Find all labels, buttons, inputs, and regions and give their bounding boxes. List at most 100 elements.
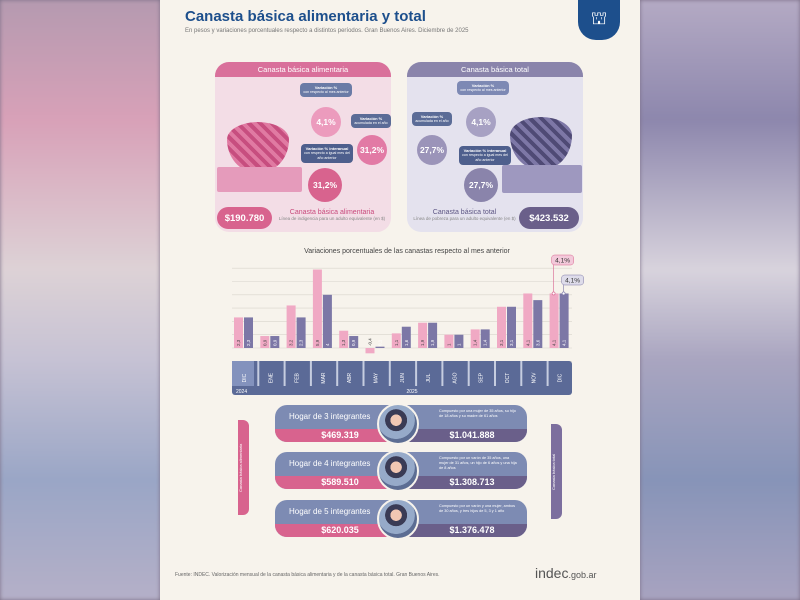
bar-cbt xyxy=(559,293,569,348)
cbt-monthly-value: 4,1% xyxy=(466,107,496,137)
household-name: Hogar de 3 integrantes xyxy=(289,412,371,421)
household-description: Compuesto por un varón de 35 años, una m… xyxy=(439,456,517,470)
bar-cbt xyxy=(401,326,411,348)
bar-value-label: 1,4 xyxy=(483,339,488,346)
month-label: ABR xyxy=(347,372,353,383)
month-label: SEP xyxy=(479,372,485,383)
bar-value-label: 1 xyxy=(456,343,461,346)
bar-cba xyxy=(260,336,270,348)
bar-cba xyxy=(549,293,559,348)
bar-value-label: -0,4 xyxy=(368,338,373,346)
monthly-variation-chart: Variaciones porcentuales de las canastas… xyxy=(232,245,584,397)
bar-cba xyxy=(444,334,454,348)
cba-cumulative-tag: Variación % acumulada en el año xyxy=(351,114,391,128)
month-label: ENE xyxy=(268,372,274,383)
cba-monthly-value: 4,1% xyxy=(311,107,341,137)
household-cba-price: $620.035 xyxy=(275,524,405,537)
basket-logo-icon: ⛫ xyxy=(578,0,620,40)
basket-base xyxy=(502,165,582,193)
bar-cba xyxy=(418,322,428,348)
household-cba-price: $589.510 xyxy=(275,476,405,489)
infographic: Canasta básica alimentaria y total En pe… xyxy=(160,0,640,600)
month-axis-band xyxy=(232,361,572,395)
cba-yearly-tag: Variación % interanual con respecto a igu… xyxy=(301,144,353,163)
bar-cbt xyxy=(270,336,280,348)
bar-value-label: 4,1 xyxy=(525,339,530,346)
month-label: FEB xyxy=(295,372,301,382)
bar-value-label: 3,1 xyxy=(509,339,514,346)
bar-value-label: 0,1 xyxy=(378,339,383,346)
cba-card-title: Canasta básica alimentaria xyxy=(215,62,391,77)
year-2024-highlight xyxy=(232,361,254,386)
cbt-side-tab: Canasta básica total xyxy=(551,424,562,519)
cbt-footer: Canasta básica total Línea de pobreza par… xyxy=(413,209,516,221)
bar-cba xyxy=(312,269,322,348)
year-label: 2024 xyxy=(236,389,247,395)
cbt-price: $423.532 xyxy=(519,207,579,229)
month-label: DIC xyxy=(242,373,248,382)
callout-box xyxy=(551,254,574,266)
bar-value-label: 4,1 xyxy=(552,339,557,346)
family-photo-icon xyxy=(377,450,419,492)
callout-dot xyxy=(561,291,566,296)
bar-value-label: 1,6 xyxy=(404,339,409,346)
source-note: Fuente: INDEC. Valorización mensual de l… xyxy=(175,572,440,578)
family-photo-icon xyxy=(377,403,419,445)
cba-price: $190.780 xyxy=(217,207,272,229)
background-right xyxy=(640,0,800,600)
bar-value-label: 1,9 xyxy=(430,339,435,346)
bar-value-label: 2,3 xyxy=(299,339,304,346)
callout-value: 4,1% xyxy=(555,258,570,265)
bar-cba xyxy=(497,306,506,348)
callout-dot xyxy=(551,291,556,296)
month-label: JUN xyxy=(400,373,406,383)
page-subtitle: En pesos y variaciones porcentuales resp… xyxy=(185,28,469,34)
household-row: Compuesto por un varón y una mujer, ambo… xyxy=(275,498,527,540)
background-left xyxy=(0,0,160,600)
month-label: AGO xyxy=(452,372,458,383)
bar-value-label: 3,6 xyxy=(535,339,540,346)
cba-cumulative-value: 31,2% xyxy=(357,135,387,165)
bar-cbt xyxy=(375,346,385,348)
bar-cbt xyxy=(322,294,332,348)
cba-footer: Canasta básica alimentaria Línea de indig… xyxy=(278,209,386,221)
bar-cbt xyxy=(480,329,490,348)
month-label: DIC xyxy=(558,373,564,382)
family-photo-icon xyxy=(377,498,419,540)
bar-cbt xyxy=(507,306,516,348)
cbt-cumulative-value: 27,7% xyxy=(417,135,447,165)
bar-cbt xyxy=(428,322,438,348)
cba-monthly-tag: Variación % con respecto al mes anterior xyxy=(300,83,352,97)
household-cba-price: $469.319 xyxy=(275,429,405,442)
household-description: Compuesto por un varón y una mujer, ambo… xyxy=(439,504,515,513)
bar-cba xyxy=(286,305,296,348)
cbt-card: Canasta básica total Variación % con resp… xyxy=(407,62,583,232)
month-label: JUL xyxy=(426,373,432,382)
bar-cba xyxy=(523,293,533,348)
household-row: Compuesto por una mujer de 35 años, su h… xyxy=(275,403,527,445)
bar-value-label: 0,9 xyxy=(262,339,267,346)
chart-svg: 2,3 2,3 DIC 0,9 0,9 ENE 3,2 2,3 FEB 5,9 4 MAR 1,3 0,9… xyxy=(232,254,584,395)
cbt-monthly-tag: Variación % con respecto al mes anterior xyxy=(457,81,509,95)
bar-cba xyxy=(365,348,375,354)
year-label: 2025 xyxy=(406,389,417,395)
total-basket-icon xyxy=(510,117,572,169)
month-label: MAR xyxy=(321,372,327,384)
cbt-cumulative-tag: Variación % acumulada en el año xyxy=(412,112,452,126)
cbt-yearly-tag: Variación % interanual con respecto a igu… xyxy=(459,146,511,165)
household-row: Compuesto por un varón de 35 años, una m… xyxy=(275,450,527,492)
bar-value-label: 1,3 xyxy=(341,339,346,346)
bar-cbt xyxy=(454,334,464,348)
basket-base xyxy=(217,167,302,192)
bar-value-label: 1,1 xyxy=(394,339,399,346)
month-label: MAY xyxy=(374,372,380,383)
bar-value-label: 0,9 xyxy=(272,339,277,346)
chart-title: Variaciones porcentuales de las canastas… xyxy=(304,248,510,255)
bar-cba xyxy=(234,317,243,348)
household-cbt-price: $1.041.888 xyxy=(397,429,527,442)
cba-card: Canasta básica alimentaria Variación % co… xyxy=(215,62,391,232)
cbt-yearly-value: 27,7% xyxy=(464,168,498,202)
bar-value-label: 1 xyxy=(446,343,451,346)
bar-cbt xyxy=(533,300,543,348)
bar-value-label: 4,1 xyxy=(562,339,567,346)
